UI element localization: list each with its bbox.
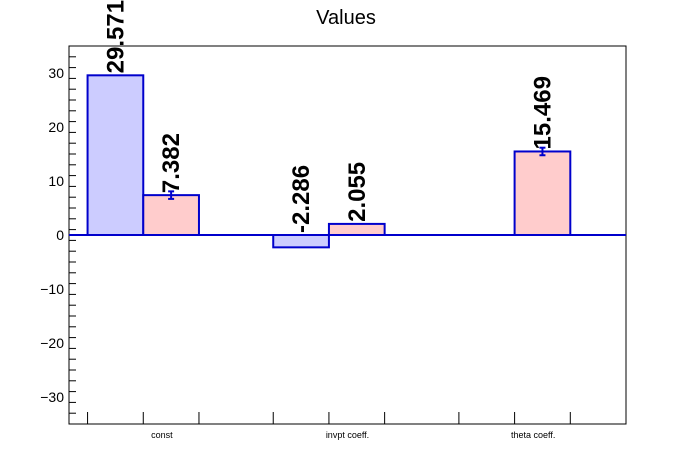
bar-red <box>327 222 386 236</box>
bar-red <box>513 150 572 237</box>
bar-value-label: 29.571 <box>102 0 129 73</box>
y-tick-label: −30 <box>40 389 64 405</box>
y-tick-label: −20 <box>40 335 64 351</box>
chart-title: Values <box>316 7 376 29</box>
y-axis: 30 20 10 0 −10 −20 −30 <box>40 45 76 425</box>
y-tick-label: 10 <box>48 173 64 189</box>
bar-value-label: 2.055 <box>344 162 371 222</box>
bar-value-label: 15.469 <box>529 76 556 149</box>
data-labels-group: 29.571 -2.286 7.382 2.055 15.469 <box>102 0 556 233</box>
bars-group <box>86 74 572 249</box>
bar-value-label: -2.286 <box>288 165 315 233</box>
bar-blue <box>86 74 145 236</box>
y-tick-label: 30 <box>48 65 64 81</box>
x-axis: const invpt coeff. theta coeff. <box>87 412 571 440</box>
x-category-label: invpt coeff. <box>326 430 369 440</box>
x-category-label: const <box>151 430 173 440</box>
y-tick-label: 20 <box>48 119 64 135</box>
x-category-label: theta coeff. <box>511 430 555 440</box>
bar-blue <box>272 234 330 249</box>
bar-red <box>142 194 200 237</box>
y-tick-label: −10 <box>40 281 64 297</box>
y-tick-label: 0 <box>56 227 64 243</box>
bar-value-label: 7.382 <box>158 133 185 193</box>
